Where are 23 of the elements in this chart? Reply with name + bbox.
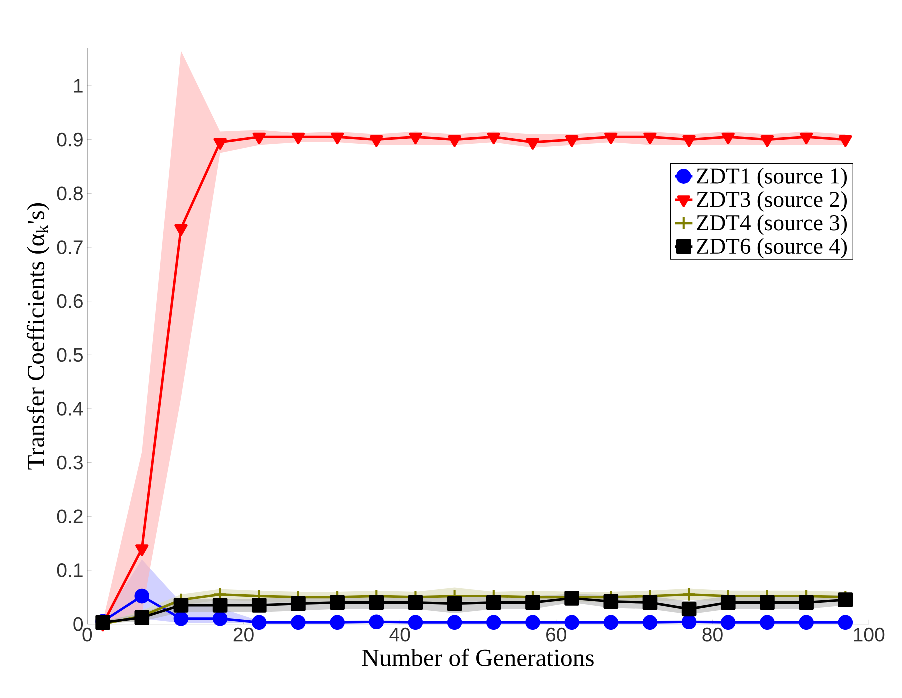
y-tick-label: 0.5: [57, 348, 83, 362]
y-tick-label: 0.4: [57, 402, 84, 416]
x-axis-title: Number of Generations: [362, 648, 594, 666]
y-tick-label: 0.3: [57, 456, 83, 470]
x-tick-label: 80: [702, 628, 723, 642]
x-tick-label: 40: [390, 628, 410, 642]
y-tick-label: 0.9: [57, 132, 83, 147]
x-tick-label: 0: [82, 628, 92, 642]
y-tick-label: 1: [74, 79, 83, 93]
legend-label: ZDT1 (source 1): [697, 168, 847, 188]
x-tick-label: 60: [546, 628, 567, 642]
y-axis-title: Transfer Coefficients (α$_{k}$'s): [26, 203, 50, 470]
y-tick-label: 0.2: [57, 510, 83, 524]
y-tick-label: 0.1: [57, 563, 83, 578]
x-tick-label: 100: [854, 628, 885, 642]
y-tick-label: 0.7: [57, 240, 83, 254]
y-tick-label: 0.8: [57, 186, 83, 200]
x-tick-label: 20: [234, 628, 254, 642]
legend-label: ZDT3 (source 2): [697, 191, 847, 212]
y-tick-label: 0: [74, 617, 84, 632]
legend-label: ZDT4 (source 3): [697, 214, 847, 236]
y-tick-label: 0.6: [57, 294, 83, 308]
legend-label: ZDT6 (source 4): [697, 238, 847, 259]
